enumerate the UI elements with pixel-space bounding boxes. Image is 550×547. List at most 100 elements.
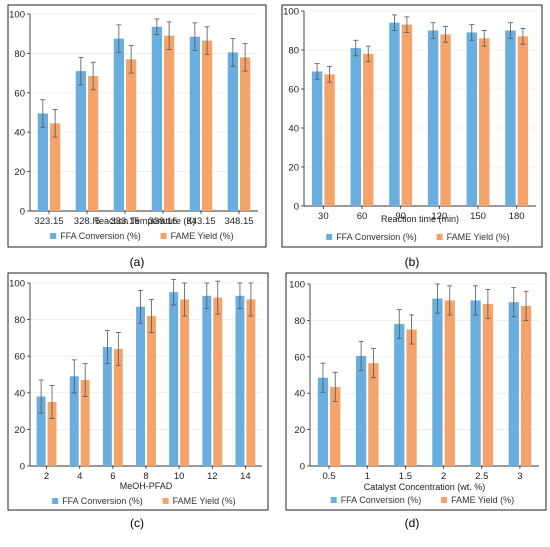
bar-ffa (505, 30, 516, 206)
chart-panel-1: 0 20 40 60 80 100 323.15 328. 5 333.15 338.15 343.… (7, 4, 267, 248)
x-tick-label: 2.5 (475, 471, 488, 482)
x-axis-label: MeOH-PFAD (120, 481, 173, 491)
x-axis-label: Reaction Temperature (K) (93, 216, 196, 226)
x-tick-label: 6 (110, 471, 115, 482)
y-tick-label: 0 (20, 462, 25, 473)
bar-ffa (350, 48, 361, 206)
y-tick-label: 0 (294, 202, 299, 213)
bar-fame (113, 348, 123, 466)
bar-fame (368, 363, 379, 466)
legend-swatch (436, 234, 443, 240)
bar-ffa (151, 26, 162, 212)
legend-swatch (162, 498, 169, 504)
bar-ffa (355, 355, 367, 466)
panel-label: (b) (405, 255, 420, 269)
y-tick-label: 100 (9, 10, 25, 21)
bar-fame (517, 36, 529, 206)
x-tick-label: 343.15 (186, 216, 215, 227)
bar-fame (180, 299, 190, 466)
y-tick-label: 20 (288, 163, 299, 174)
x-tick-label: 60 (357, 211, 368, 222)
bar-ffa (102, 347, 112, 466)
bar-fame (440, 34, 451, 207)
bar-fame (444, 300, 455, 466)
bar-ffa (136, 306, 145, 466)
x-tick-label: 1.5 (399, 471, 412, 482)
x-tick-label: 0.5 (322, 471, 335, 482)
chart-panel-2: 0 20 40 60 80 100 30 60 90 120 150 180 Reaction time… (281, 4, 543, 248)
legend-label: FFA Conversion (%) (60, 231, 141, 241)
bar-fame (406, 329, 417, 466)
y-tick-label: 40 (14, 128, 25, 139)
x-tick-label: 14 (240, 471, 251, 482)
bar-ffa (311, 71, 323, 206)
bar-fame (147, 315, 156, 466)
bar-fame (80, 379, 90, 466)
bar-ffa (394, 324, 405, 466)
legend: FFA Conversion (%) FAME Yield (%) (326, 232, 510, 242)
legend-label: FFA Conversion (%) (62, 496, 143, 506)
bar-ffa (113, 38, 124, 211)
legend-label: FAME Yield (%) (451, 495, 514, 505)
x-tick-label: 3 (517, 471, 522, 482)
x-tick-label: 2 (441, 471, 446, 482)
x-tick-label: 180 (509, 211, 525, 222)
y-tick-label: 80 (288, 46, 299, 57)
x-tick-label: 348.15 (224, 216, 253, 227)
legend-swatch (160, 233, 167, 239)
legend-swatch (441, 497, 448, 503)
bar-fame (126, 59, 137, 212)
x-tick-label: 120 (431, 211, 447, 222)
bar-fame (482, 304, 494, 466)
bar-fame (202, 40, 213, 211)
legend-label: FFA Conversion (%) (336, 232, 417, 242)
y-tick-label: 60 (14, 352, 25, 363)
x-tick-label: 30 (318, 211, 329, 222)
x-tick-label: 328. 5 (74, 216, 100, 227)
bar-ffa (227, 52, 238, 211)
bar-fame (330, 386, 341, 466)
y-tick-label: 0 (300, 462, 305, 473)
bar-ffa (189, 36, 200, 211)
y-tick-label: 80 (14, 49, 25, 60)
legend-swatch (330, 497, 337, 503)
bar-fame (401, 24, 413, 207)
x-tick-label: 90 (395, 211, 406, 222)
legend-label: FAME Yield (%) (173, 496, 236, 506)
y-tick-label: 40 (288, 124, 299, 135)
chart-panel-3: 0 20 40 60 80 100 2 4 6 8 10 12 14 MeOH-PFAD FFA Conve… (7, 272, 269, 511)
legend-label: FFA Conversion (%) (341, 495, 422, 505)
x-axis-label: Catalyst Concentration (wt. %) (364, 482, 486, 492)
bar-ffa (317, 377, 329, 466)
y-tick-label: 60 (14, 88, 25, 99)
bar-ffa (36, 396, 46, 466)
bar-fame (88, 76, 99, 212)
bar-ffa (202, 295, 212, 466)
bar-ffa (470, 300, 481, 466)
y-tick-label: 100 (289, 280, 305, 291)
bar-ffa (169, 292, 179, 466)
legend: FFA Conversion (%) FAME Yield (%) (52, 496, 236, 506)
bar-fame (47, 401, 57, 466)
legend-swatch (326, 234, 333, 240)
bar-fame (246, 299, 256, 466)
bar-ffa (389, 22, 400, 207)
y-tick-label: 60 (294, 352, 305, 363)
x-tick-label: 12 (207, 471, 218, 482)
x-tick-label: 2 (44, 471, 49, 482)
y-tick-label: 20 (14, 425, 25, 436)
bar-fame (479, 38, 490, 206)
bar-fame (240, 57, 251, 212)
y-tick-label: 60 (288, 85, 299, 96)
panel-label: (d) (405, 516, 420, 530)
y-tick-label: 80 (14, 315, 25, 326)
bar-ffa (235, 295, 245, 466)
bar-ffa (466, 32, 477, 207)
legend-swatch (52, 498, 59, 504)
bar-ffa (69, 376, 79, 466)
legend-label: FAME Yield (%) (171, 231, 234, 241)
bar-fame (164, 35, 175, 211)
x-tick-label: 1 (365, 471, 370, 482)
x-tick-label: 323.15 (34, 216, 63, 227)
